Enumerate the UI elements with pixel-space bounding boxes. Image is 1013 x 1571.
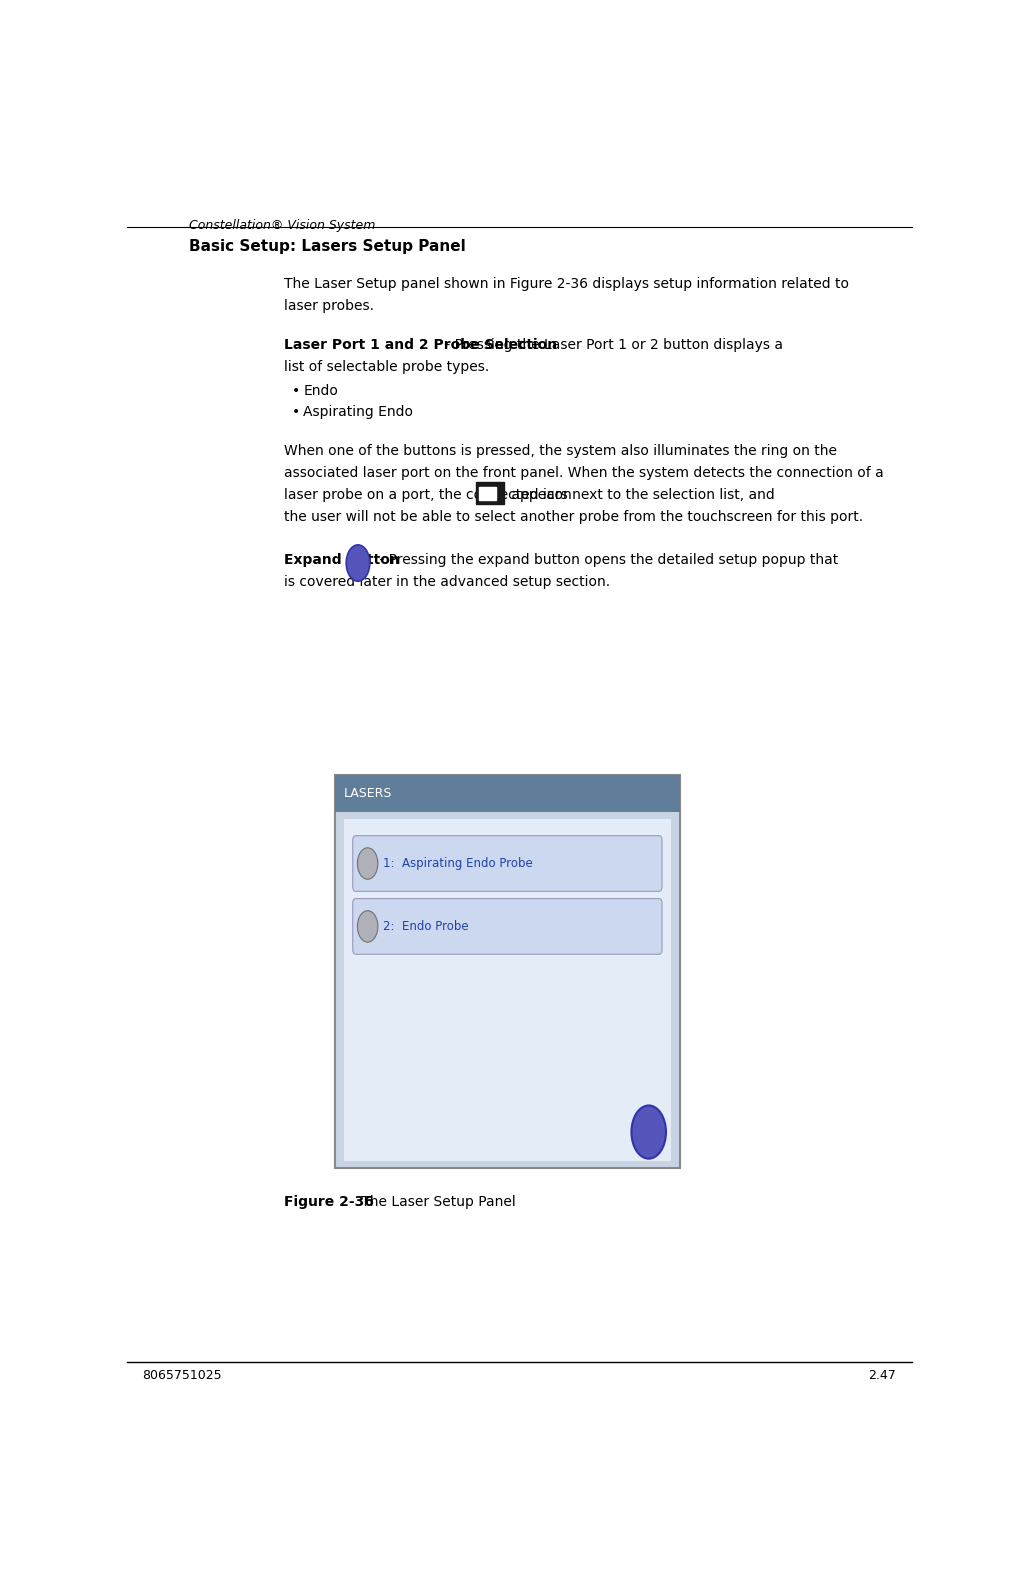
- Text: 1:  Aspirating Endo Probe: 1: Aspirating Endo Probe: [383, 858, 533, 870]
- Circle shape: [358, 911, 378, 943]
- Text: Endo: Endo: [303, 383, 338, 397]
- FancyBboxPatch shape: [334, 775, 680, 812]
- Text: 8065751025: 8065751025: [142, 1370, 222, 1382]
- Text: Constellation® Vision System: Constellation® Vision System: [189, 218, 376, 233]
- FancyBboxPatch shape: [353, 836, 663, 891]
- Text: •: •: [292, 383, 300, 397]
- Text: the user will not be able to select another probe from the touchscreen for this : the user will not be able to select anot…: [284, 511, 863, 523]
- Text: 2:  Endo Probe: 2: Endo Probe: [383, 921, 469, 933]
- Text: - Pressing the expand button opens the detailed setup popup that: - Pressing the expand button opens the d…: [375, 553, 839, 567]
- Text: Laser Port 1 and 2 Probe Selection: Laser Port 1 and 2 Probe Selection: [284, 338, 557, 352]
- Text: laser probe on a port, the connected icon: laser probe on a port, the connected ico…: [284, 489, 571, 503]
- Text: Basic Setup: Lasers Setup Panel: Basic Setup: Lasers Setup Panel: [189, 239, 466, 255]
- Text: Figure 2-36: Figure 2-36: [284, 1196, 374, 1210]
- Text: Aspirating Endo: Aspirating Endo: [303, 405, 413, 419]
- Text: The Laser Setup panel shown in Figure 2-36 displays setup information related to: The Laser Setup panel shown in Figure 2-…: [284, 276, 849, 291]
- Text: is covered later in the advanced setup section.: is covered later in the advanced setup s…: [284, 575, 610, 589]
- Circle shape: [346, 545, 370, 581]
- FancyBboxPatch shape: [334, 775, 680, 1169]
- FancyBboxPatch shape: [344, 818, 671, 1161]
- Text: appears next to the selection list, and: appears next to the selection list, and: [508, 489, 775, 503]
- Text: list of selectable probe types.: list of selectable probe types.: [284, 360, 489, 374]
- Text: 2.47: 2.47: [868, 1370, 897, 1382]
- Text: The Laser Setup Panel: The Laser Setup Panel: [334, 1196, 516, 1210]
- Text: associated laser port on the front panel. When the system detects the connection: associated laser port on the front panel…: [284, 467, 883, 481]
- Text: - Pressing the Laser Port 1 or 2 button displays a: - Pressing the Laser Port 1 or 2 button …: [441, 338, 783, 352]
- FancyBboxPatch shape: [353, 899, 663, 954]
- Circle shape: [358, 848, 378, 880]
- Text: Expand Button: Expand Button: [284, 553, 399, 567]
- Text: laser probes.: laser probes.: [284, 298, 374, 313]
- Text: When one of the buttons is pressed, the system also illuminates the ring on the: When one of the buttons is pressed, the …: [284, 445, 837, 459]
- FancyBboxPatch shape: [479, 487, 496, 500]
- Circle shape: [631, 1106, 666, 1159]
- FancyBboxPatch shape: [476, 482, 504, 504]
- Text: •: •: [292, 405, 300, 419]
- Text: LASERS: LASERS: [344, 787, 392, 800]
